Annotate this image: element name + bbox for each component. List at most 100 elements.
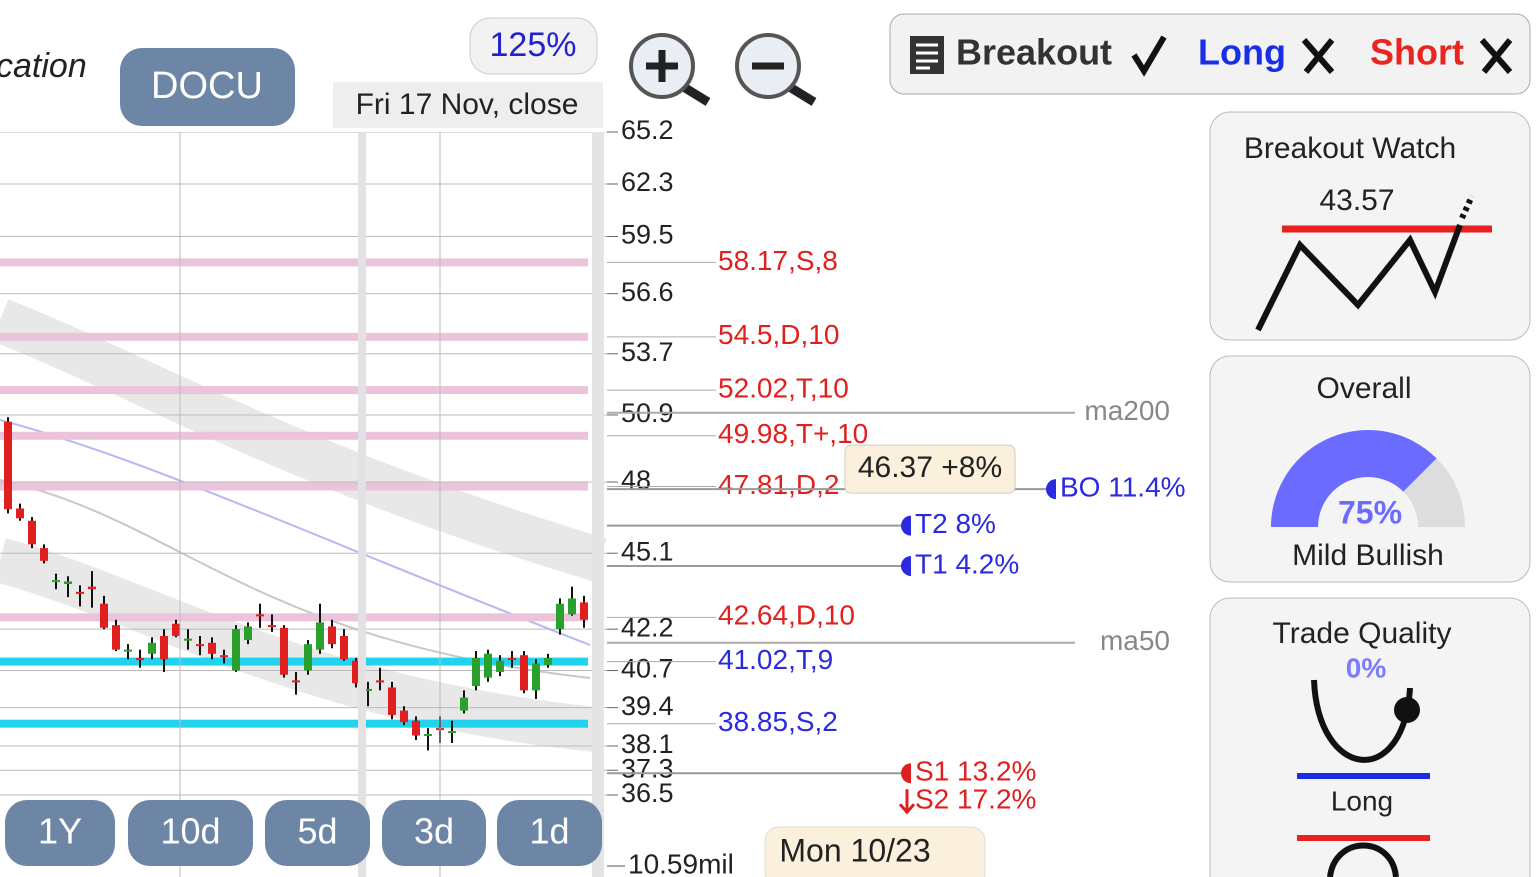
- quality-side: Long: [1331, 785, 1393, 816]
- panel-title: Breakout Watch: [1244, 132, 1456, 165]
- zoom-out[interactable]: [735, 33, 817, 106]
- level-band: [0, 482, 588, 491]
- target-label: S2 17.2%: [915, 784, 1036, 815]
- partial-title: cation: [0, 47, 87, 85]
- candle-body: [292, 680, 300, 683]
- candle-body: [532, 663, 540, 691]
- level-label: 47.81,D,2: [718, 469, 839, 500]
- candle-body: [508, 657, 516, 660]
- level-band: [0, 431, 588, 440]
- symbol-button[interactable]: [120, 48, 295, 126]
- zoom-level: 125%: [490, 26, 577, 64]
- candle-body: [400, 710, 408, 723]
- range-button[interactable]: [265, 800, 370, 866]
- candle-body: [208, 642, 216, 654]
- candle-body: [268, 625, 276, 628]
- y-tick-label: 45.1: [621, 536, 674, 566]
- y-tick-label: 42.2: [621, 612, 674, 642]
- y-tick-label: 65.2: [621, 115, 674, 145]
- y-tick-label: 56.6: [621, 277, 674, 307]
- level-label: 41.02,T,9: [718, 644, 833, 675]
- panel: [1209, 597, 1531, 877]
- y-tick-label: 62.3: [621, 167, 674, 197]
- range-label: 5d: [297, 811, 337, 852]
- candle-body: [460, 697, 468, 711]
- x-icon: [1301, 38, 1335, 74]
- candle-body: [304, 644, 312, 671]
- x-icon: [1479, 38, 1513, 74]
- menu-icon[interactable]: [910, 36, 944, 74]
- candle-body: [28, 520, 36, 545]
- y-tick-label: 48: [621, 465, 651, 495]
- target-marker: [901, 555, 911, 576]
- candle-body: [232, 629, 240, 671]
- candle-body: [40, 548, 48, 561]
- band-upper: [0, 299, 607, 582]
- candle-body: [160, 635, 168, 660]
- candle-body: [136, 657, 144, 660]
- y-tick-label: 38.1: [621, 729, 674, 759]
- short-tab[interactable]: Short: [1370, 32, 1464, 73]
- quality-dot: [1394, 697, 1420, 723]
- zoom-box[interactable]: [469, 17, 598, 75]
- candle-body: [544, 657, 552, 665]
- breakout-tab[interactable]: Breakout: [956, 32, 1112, 73]
- candle-body: [184, 638, 192, 641]
- level-label: 49.98,T+,10: [718, 418, 868, 449]
- level-label: 52.02,T,10: [718, 372, 849, 403]
- level-band: [0, 332, 588, 341]
- level-band: [0, 258, 588, 267]
- candle-body: [112, 625, 120, 650]
- candle-body: [496, 660, 504, 672]
- candle-body: [484, 653, 492, 678]
- candle-body: [520, 655, 528, 691]
- level-label: 42.64,D,10: [718, 600, 855, 631]
- y-tick-label: 40.7: [621, 654, 674, 684]
- range-button[interactable]: [128, 800, 253, 866]
- decor: [0, 299, 607, 753]
- candle-body: [568, 598, 576, 615]
- toolbar: [889, 13, 1531, 95]
- candle-body: [76, 591, 84, 594]
- candle-body: [148, 642, 156, 654]
- level-label: 58.17,S,8: [718, 245, 838, 276]
- band-lower: [0, 538, 603, 753]
- candle-body: [448, 731, 456, 734]
- range-button[interactable]: [5, 800, 115, 866]
- y-tick-label: 36.5: [621, 778, 674, 808]
- breakout-price: 43.57: [1319, 184, 1394, 217]
- target-label: BO 11.4%: [1060, 472, 1186, 503]
- candle-body: [424, 734, 432, 737]
- candle-body: [376, 680, 384, 683]
- overall-percent: 75%: [1338, 494, 1402, 530]
- date-tooltip: [764, 826, 986, 877]
- target-marker: [1046, 479, 1056, 500]
- level-band: [0, 657, 588, 666]
- ma-label: ma50: [1100, 625, 1170, 656]
- candle-body: [472, 657, 480, 687]
- panel-title: Overall: [1316, 372, 1411, 405]
- long-tab[interactable]: Long: [1198, 32, 1286, 73]
- date-label: Fri 17 Nov, close: [356, 88, 579, 121]
- level-label: 38.85,S,2: [718, 706, 838, 737]
- candle-body: [580, 602, 588, 620]
- candle-body: [412, 720, 420, 736]
- range-button[interactable]: [382, 800, 486, 866]
- y-tick-label: 37.3: [621, 753, 674, 783]
- y-tick-label: 53.7: [621, 337, 674, 367]
- range-button[interactable]: [497, 800, 602, 866]
- symbol: DOCU: [151, 65, 263, 107]
- level-band: [0, 613, 588, 622]
- range-label: 10d: [160, 811, 220, 852]
- candle-body: [328, 626, 336, 645]
- zoom-in[interactable]: [629, 33, 711, 106]
- candle-body: [196, 644, 204, 647]
- candle-body: [556, 603, 564, 630]
- price-tooltip: [844, 444, 1016, 494]
- target-marker: [898, 789, 916, 815]
- candle-body: [340, 635, 348, 660]
- plot-area: [0, 132, 607, 796]
- y-tick-label: 39.4: [621, 691, 674, 721]
- candle-body: [364, 688, 372, 691]
- range-label: 1Y: [38, 811, 82, 852]
